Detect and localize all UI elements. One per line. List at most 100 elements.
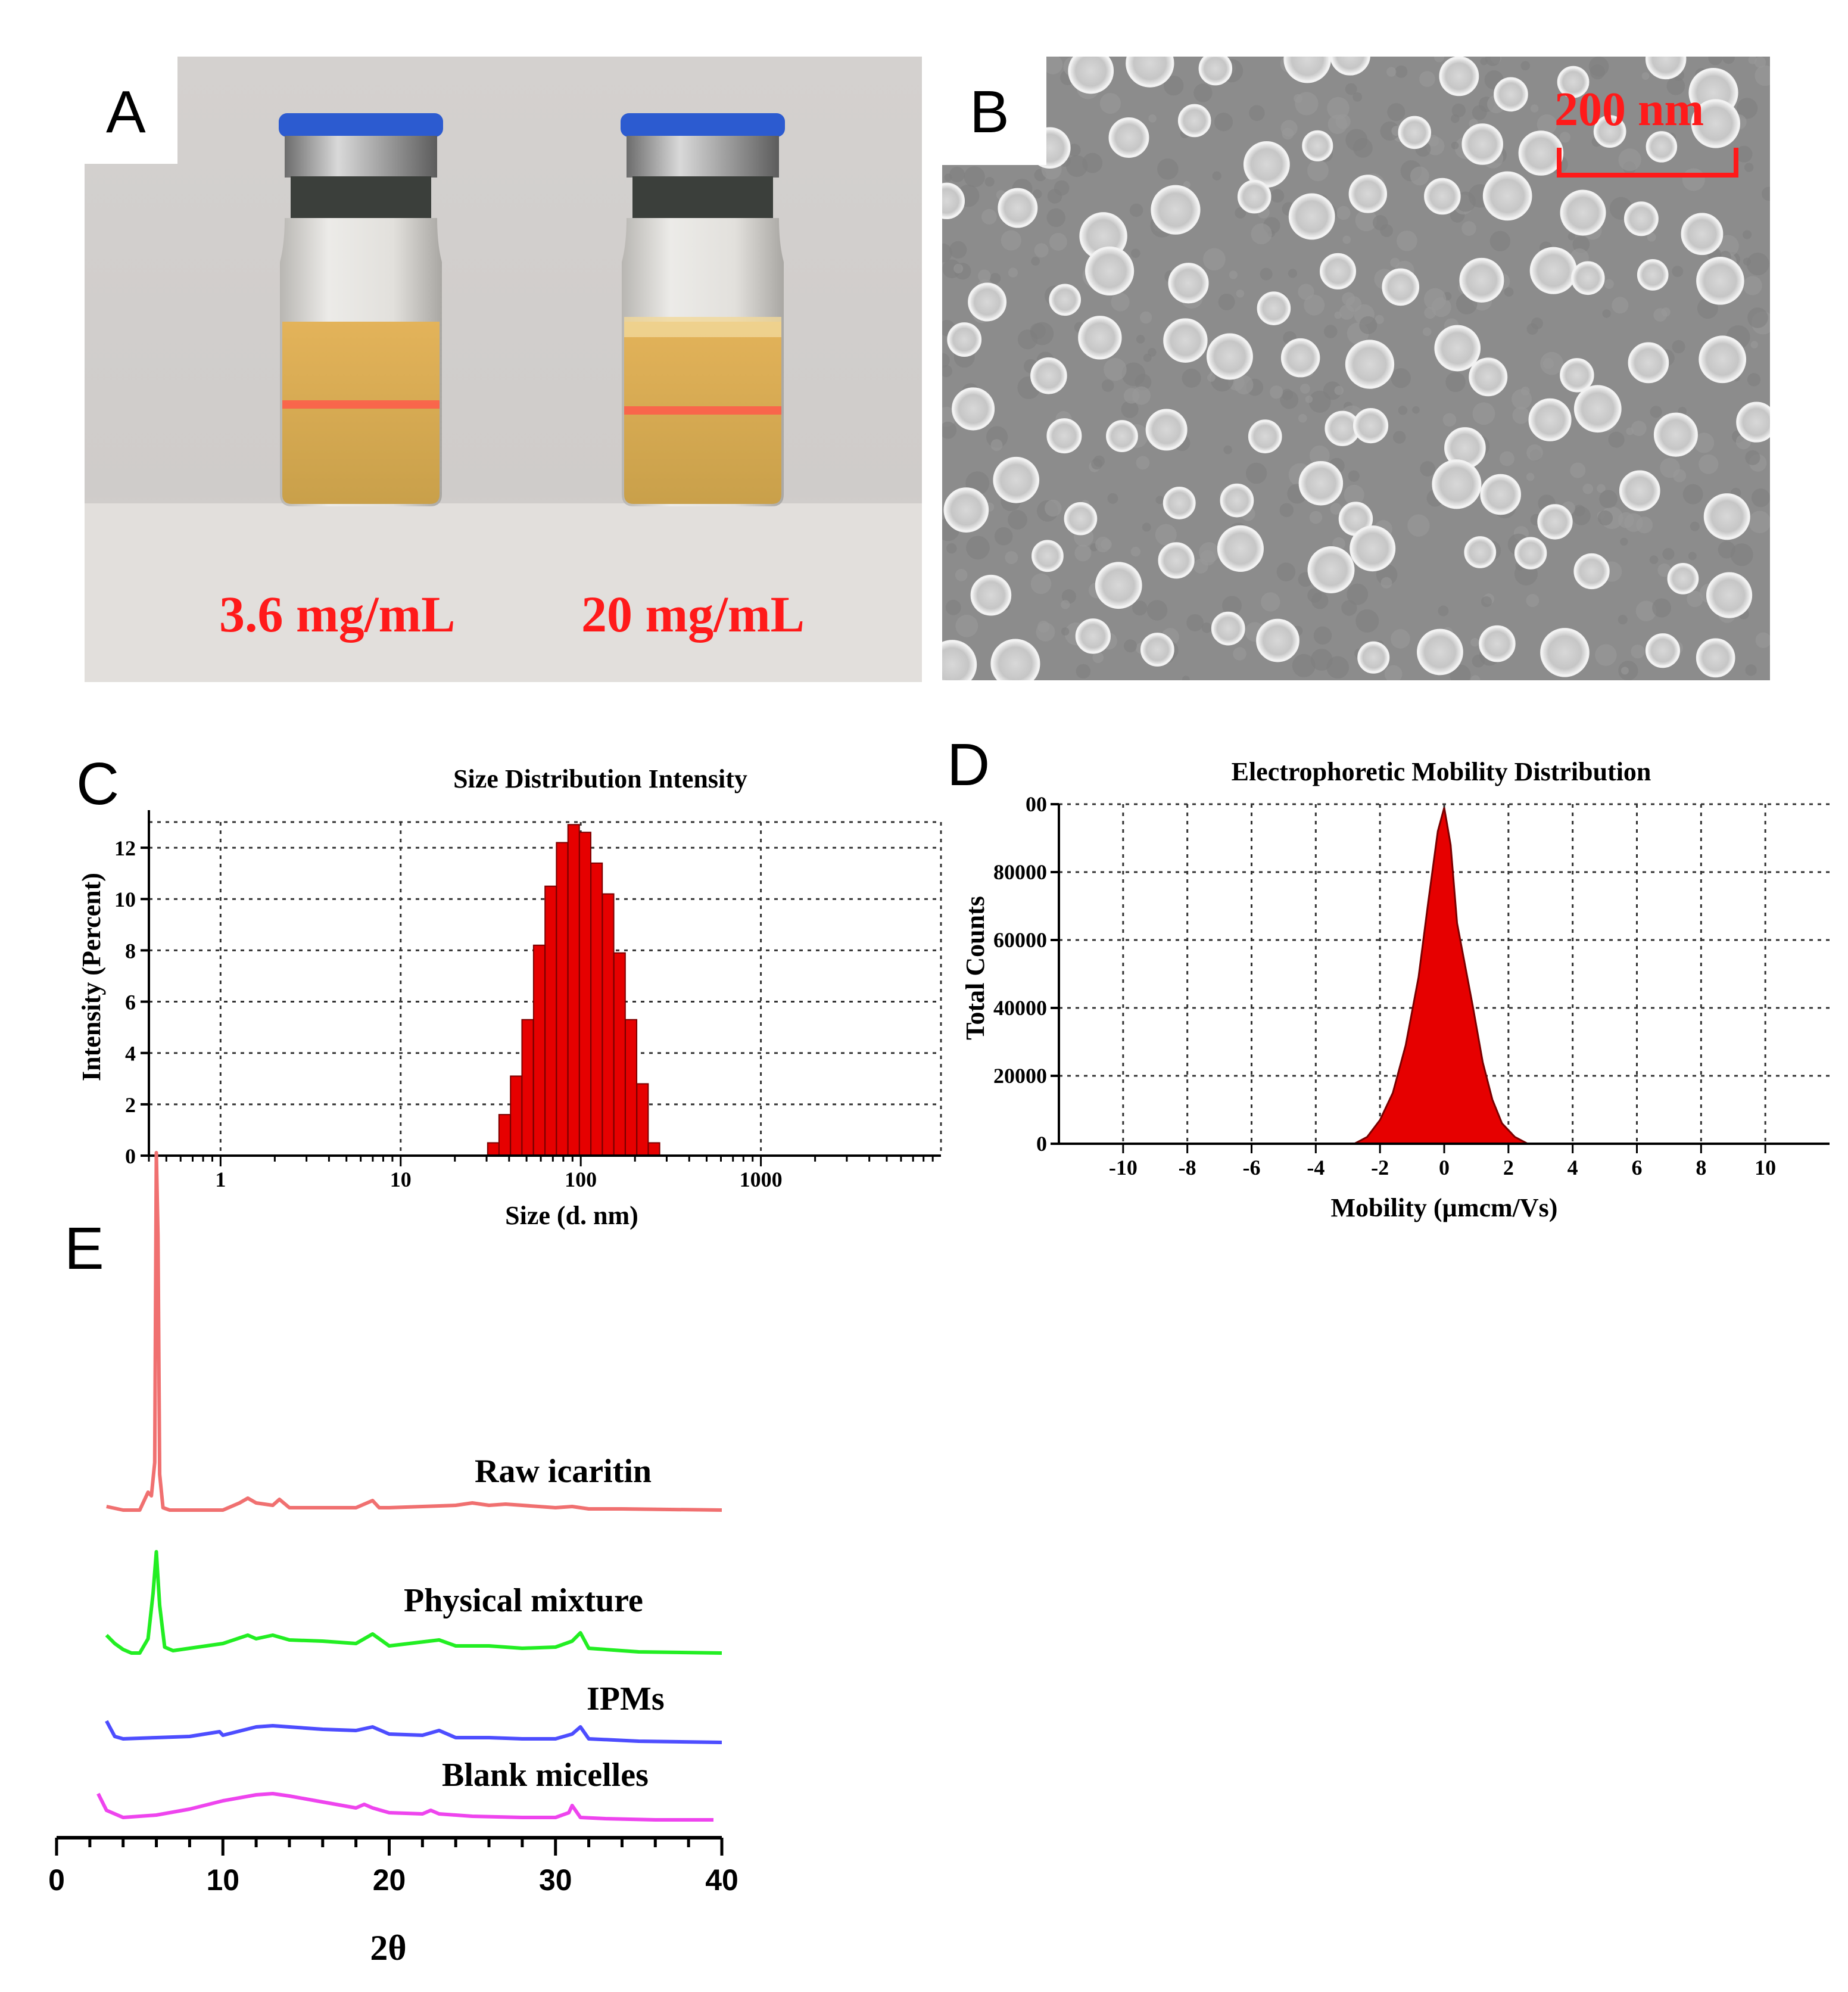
sem-particle (1537, 504, 1573, 540)
x-tick-label: 2 (1503, 1156, 1514, 1179)
sem-particle (1434, 325, 1481, 372)
sem-particle (1593, 115, 1626, 148)
panel-a-letter: A (106, 79, 146, 145)
sem-particle (1298, 460, 1344, 506)
sem-particle (1237, 179, 1272, 214)
sem-particle (1348, 175, 1388, 213)
y-tick-label: 12 (114, 836, 136, 860)
sem-particle (1075, 618, 1111, 654)
sem-particle (1283, 57, 1331, 83)
sem-particle (1417, 628, 1463, 676)
xrd-line-0 (106, 1151, 722, 1512)
sem-particle (998, 188, 1038, 228)
histogram-bar (613, 952, 626, 1156)
sem-particle (1696, 257, 1744, 305)
sem-particle (1031, 540, 1064, 572)
y-tick-label: 8 (125, 939, 136, 963)
sem-particle (1068, 57, 1114, 94)
sem-particle (1703, 493, 1750, 540)
histogram-bar (602, 893, 615, 1156)
sem-particle (1645, 57, 1687, 80)
sem-particle (1653, 412, 1698, 457)
sem-particle (947, 322, 982, 357)
chart-d-area (1354, 807, 1528, 1145)
y-tick-label: 4 (125, 1042, 136, 1066)
sem-particle (1439, 57, 1479, 97)
panel-b-letter: B (970, 79, 1009, 145)
sem-particle (1345, 340, 1395, 389)
x-tick-label: -2 (1371, 1156, 1389, 1179)
chart-e-xlabel: 2θ (370, 1928, 406, 1968)
histogram-bar (544, 885, 557, 1156)
histogram-bar (510, 1075, 523, 1157)
sem-particle (1307, 546, 1355, 593)
chart-d-title: Electrophoretic Mobility Distribution (1232, 757, 1651, 786)
series-label-ipms: IPMs (587, 1680, 665, 1717)
sem-particle (1645, 633, 1681, 668)
y-tick-label: 80000 (993, 860, 1047, 884)
sem-particle (1736, 401, 1770, 443)
sem-particle (1353, 408, 1389, 444)
x-tick-label: -4 (1307, 1156, 1325, 1179)
sem-particle (1243, 141, 1290, 188)
x-tick-label: 10 (206, 1863, 239, 1897)
concentration-label-right: 20 mg/mL (581, 586, 805, 643)
sem-particle (1095, 562, 1142, 609)
x-tick-label: 20 (373, 1863, 406, 1897)
sem-particle (1464, 536, 1497, 568)
sem-particle (1217, 525, 1264, 572)
sem-particle (1461, 123, 1503, 165)
sem-particle (993, 456, 1040, 503)
sem-particle (1046, 418, 1082, 454)
x-tick-label: 40 (705, 1863, 738, 1897)
histogram-bar (647, 1142, 660, 1157)
x-tick-label: 10 (1754, 1156, 1776, 1179)
panel-e: E 0 10 20 30 40 Raw icaritin Physical mixtur… (48, 1151, 738, 1968)
sem-particle (1145, 409, 1188, 451)
panel-a-letter-box (85, 57, 177, 164)
sem-particle (1085, 246, 1135, 296)
xrd-line-1 (105, 1550, 722, 1655)
x-tick-label: 1000 (740, 1168, 783, 1191)
y-tick-label: 0 (125, 1144, 136, 1168)
sem-particle (1256, 618, 1299, 662)
histogram-bar (625, 1019, 638, 1156)
scale-bar-label: 200 nm (1554, 83, 1704, 136)
sem-particle (1560, 189, 1606, 236)
y-tick-label: 20000 (993, 1064, 1047, 1088)
sem-particle (1619, 470, 1660, 512)
sem-particle (1163, 318, 1208, 363)
vial-liquid (282, 322, 440, 504)
x-tick-label: 8 (1696, 1156, 1706, 1179)
panel-d-letter: D (947, 732, 990, 798)
chart-c-grid (149, 821, 942, 1156)
panel-a: A 3.6 mg/mL 20 mg/mL (85, 57, 922, 682)
y-tick-label: 10 (114, 888, 136, 911)
foam-layer (624, 317, 781, 337)
chart-c-ylabel: Intensity (Percent) (77, 873, 106, 1081)
sem-particle (1628, 342, 1669, 384)
y-tick-label: 2 (125, 1093, 136, 1117)
series-label-blank-micelles: Blank micelles (442, 1757, 649, 1794)
histogram-bar (521, 1019, 534, 1156)
sem-particle (1518, 130, 1564, 176)
sem-particle (943, 487, 989, 533)
histogram-bar (636, 1083, 649, 1157)
sem-particle (1126, 57, 1174, 88)
sem-particle (1696, 638, 1735, 678)
vial-cap (621, 113, 785, 137)
sem-particle (1382, 268, 1420, 306)
x-tick-label: 0 (1439, 1156, 1450, 1179)
chart-d-ylabel: Total Counts (961, 896, 990, 1040)
sem-particle (1220, 483, 1254, 518)
x-tick-label: 0 (48, 1863, 65, 1897)
xrd-line-2 (105, 1720, 722, 1744)
sem-particle (1480, 474, 1521, 515)
panel-c: C Size Distribution Intensity 0 2 4 6 8 10 12 1… (76, 751, 942, 1230)
x-tick-label: 4 (1567, 1156, 1578, 1179)
histogram-bar (567, 824, 580, 1157)
sem-particle (1288, 193, 1335, 240)
sem-particle (1049, 284, 1082, 316)
sem-particle (1398, 116, 1432, 150)
